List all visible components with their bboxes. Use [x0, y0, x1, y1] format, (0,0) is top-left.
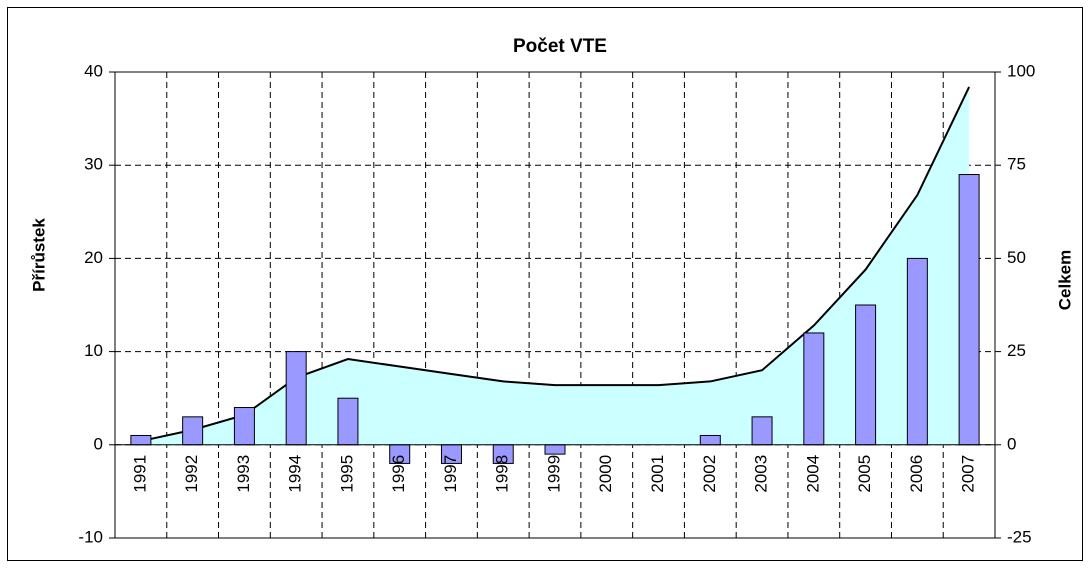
- x-tick-label: 1999: [544, 455, 563, 493]
- y-axis-label: Přírůstek: [29, 218, 48, 292]
- x-tick-label: 1991: [130, 455, 149, 493]
- y-tick-label: 20: [84, 248, 103, 267]
- x-tick-label: 1994: [286, 455, 305, 493]
- y2-tick-label: 0: [1007, 434, 1016, 453]
- bar: [958, 174, 980, 446]
- bar: [337, 397, 359, 446]
- x-tick-label: 1998: [493, 455, 512, 493]
- bar: [906, 257, 928, 446]
- x-tick-label: 1996: [389, 455, 408, 493]
- area: [140, 86, 970, 445]
- y-tick-label: 40: [84, 61, 103, 80]
- bar: [544, 444, 566, 455]
- bar: [285, 351, 307, 446]
- bar: [233, 407, 255, 446]
- y-tick-label: 30: [84, 155, 103, 174]
- x-tick-label: 2005: [855, 455, 874, 493]
- x-tick-label: 1993: [234, 455, 253, 493]
- x-tick-label: 1997: [441, 455, 460, 493]
- bar: [855, 304, 877, 446]
- bar: [751, 416, 773, 446]
- y2-tick-label: -25: [1007, 527, 1032, 546]
- x-tick-label: 2000: [596, 455, 615, 493]
- y2-tick-label: 25: [1007, 341, 1026, 360]
- x-tick-label: 2006: [907, 455, 926, 493]
- bar: [699, 434, 721, 446]
- x-tick-label: 1995: [337, 455, 356, 493]
- y-tick-label: -10: [78, 527, 103, 546]
- x-tick-label: 2003: [752, 455, 771, 493]
- bar: [803, 332, 825, 446]
- y-tick-label: 0: [94, 434, 103, 453]
- y-tick-label: 10: [84, 341, 103, 360]
- x-tick-label: 2002: [700, 455, 719, 493]
- area-line: [140, 86, 971, 443]
- bar: [130, 434, 152, 446]
- x-tick-label: 2004: [803, 455, 822, 493]
- plot-border: [114, 71, 996, 539]
- y2-tick-label: 100: [1007, 61, 1035, 80]
- x-tick-label: 2007: [959, 455, 978, 493]
- chart-title: Počet VTE: [513, 36, 607, 57]
- y2-tick-label: 75: [1007, 155, 1026, 174]
- bar: [182, 416, 204, 446]
- x-tick-label: 1992: [182, 455, 201, 493]
- x-tick-label: 2001: [648, 455, 667, 493]
- y2-axis-label: Celkem: [1055, 250, 1074, 310]
- y2-tick-label: 50: [1007, 248, 1026, 267]
